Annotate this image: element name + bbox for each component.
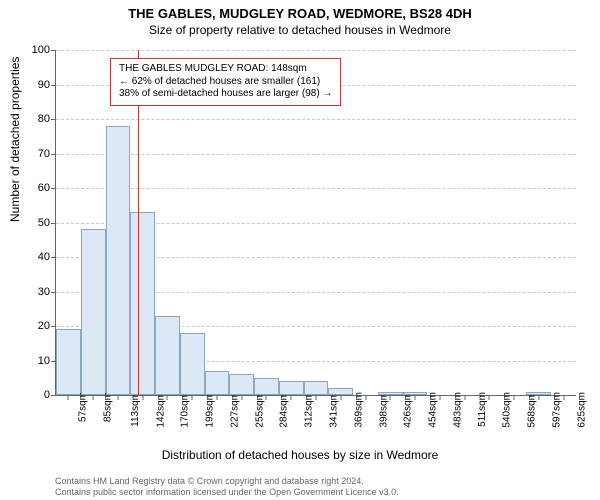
- ytick-label: 0: [44, 389, 56, 401]
- xtick-mark: [68, 395, 69, 400]
- ytick-label: 90: [38, 79, 56, 91]
- xtick-mark: [538, 395, 539, 400]
- xtick-label: 199sqm: [204, 392, 215, 428]
- histogram-bar: [254, 378, 279, 395]
- xtick-label: 511sqm: [476, 392, 487, 427]
- xtick-mark: [489, 395, 490, 400]
- x-axis-label: Distribution of detached houses by size …: [0, 448, 600, 462]
- xtick-label: 255sqm: [254, 392, 265, 428]
- plot-area: 010203040506070809010057sqm85sqm113sqm14…: [55, 50, 576, 396]
- histogram-bar: [205, 371, 230, 395]
- copyright-notice: Contains HM Land Registry data © Crown c…: [55, 476, 575, 498]
- xtick-label: 568sqm: [526, 392, 537, 428]
- copyright-line2: Contains public sector information licen…: [55, 487, 575, 498]
- histogram-bar: [106, 126, 131, 395]
- gridline: [56, 154, 576, 155]
- ytick-label: 100: [32, 44, 56, 56]
- xtick-mark: [291, 395, 292, 400]
- xtick-mark: [142, 395, 143, 400]
- xtick-label: 625sqm: [576, 392, 587, 428]
- histogram-bar: [328, 388, 353, 395]
- xtick-mark: [216, 395, 217, 400]
- xtick-mark: [514, 395, 515, 400]
- gridline: [56, 50, 576, 51]
- ytick-label: 20: [38, 320, 56, 332]
- xtick-mark: [192, 395, 193, 400]
- histogram-bar: [155, 316, 180, 395]
- xtick-label: 540sqm: [502, 392, 513, 428]
- gridline: [56, 119, 576, 120]
- xtick-label: 142sqm: [155, 392, 166, 428]
- copyright-line1: Contains HM Land Registry data © Crown c…: [55, 476, 575, 487]
- xtick-label: 426sqm: [403, 392, 414, 428]
- xtick-label: 398sqm: [378, 392, 389, 428]
- xtick-mark: [93, 395, 94, 400]
- xtick-label: 312sqm: [304, 392, 315, 428]
- xtick-label: 369sqm: [353, 392, 364, 428]
- xtick-mark: [167, 395, 168, 400]
- y-axis-label: Number of detached properties: [8, 57, 22, 222]
- xtick-label: 597sqm: [551, 392, 562, 428]
- ytick-label: 50: [38, 217, 56, 229]
- ytick-label: 30: [38, 286, 56, 298]
- xtick-mark: [241, 395, 242, 400]
- xtick-mark: [563, 395, 564, 400]
- xtick-mark: [316, 395, 317, 400]
- ytick-label: 60: [38, 182, 56, 194]
- annotation-box: THE GABLES MUDGLEY ROAD: 148sqm← 62% of …: [110, 58, 341, 106]
- histogram-bar: [180, 333, 205, 395]
- histogram-bar: [56, 329, 81, 395]
- xtick-label: 170sqm: [180, 392, 191, 428]
- annotation-line: 38% of semi-detached houses are larger (…: [119, 88, 332, 101]
- xtick-mark: [415, 395, 416, 400]
- xtick-label: 57sqm: [78, 392, 89, 422]
- xtick-mark: [340, 395, 341, 400]
- annotation-line: THE GABLES MUDGLEY ROAD: 148sqm: [119, 63, 332, 76]
- xtick-mark: [390, 395, 391, 400]
- ytick-label: 40: [38, 251, 56, 263]
- histogram-bar: [304, 381, 329, 395]
- ytick-label: 10: [38, 355, 56, 367]
- gridline: [56, 188, 576, 189]
- xtick-label: 284sqm: [279, 392, 290, 428]
- annotation-line: ← 62% of detached houses are smaller (16…: [119, 76, 332, 89]
- histogram-bar: [81, 229, 106, 395]
- xtick-label: 483sqm: [452, 392, 463, 428]
- chart-container: THE GABLES, MUDGLEY ROAD, WEDMORE, BS28 …: [0, 0, 600, 500]
- chart-subtitle: Size of property relative to detached ho…: [0, 21, 600, 37]
- chart-title: THE GABLES, MUDGLEY ROAD, WEDMORE, BS28 …: [0, 0, 600, 21]
- xtick-mark: [439, 395, 440, 400]
- xtick-mark: [464, 395, 465, 400]
- xtick-label: 85sqm: [103, 392, 114, 422]
- xtick-label: 454sqm: [427, 392, 438, 428]
- xtick-label: 227sqm: [229, 392, 240, 428]
- xtick-mark: [365, 395, 366, 400]
- histogram-bar: [229, 374, 254, 395]
- xtick-mark: [117, 395, 118, 400]
- xtick-mark: [266, 395, 267, 400]
- histogram-bar: [130, 212, 155, 395]
- xtick-label: 113sqm: [130, 392, 141, 427]
- ytick-label: 70: [38, 148, 56, 160]
- histogram-bar: [279, 381, 304, 395]
- ytick-label: 80: [38, 113, 56, 125]
- xtick-label: 341sqm: [328, 392, 339, 428]
